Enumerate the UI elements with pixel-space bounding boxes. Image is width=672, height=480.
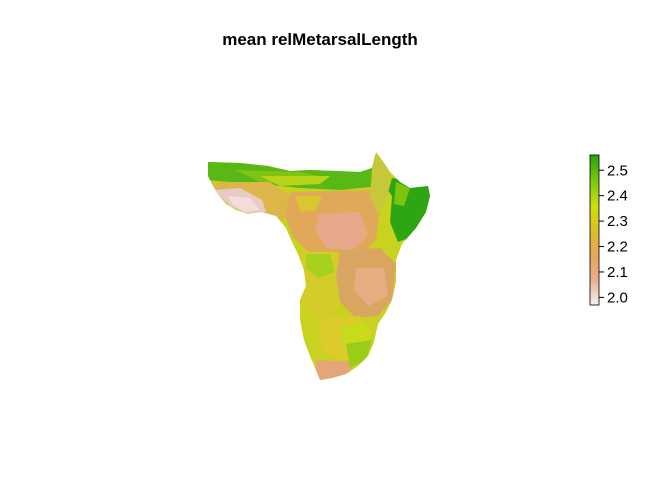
map-zone-southeast-green	[346, 340, 372, 368]
map-zone-south-east-low	[354, 268, 388, 306]
map-zone-west-lowest	[228, 196, 260, 212]
legend-tick-label: 2.1	[607, 264, 628, 281]
legend-tick-label: 2.2	[607, 239, 628, 256]
legend-color-bar	[589, 154, 600, 306]
plot-title: mean relMetarsalLength	[222, 30, 418, 49]
map-zone-central-low	[316, 212, 368, 250]
map-zone-central-yellow	[296, 196, 322, 212]
legend-ticks: 2.5 2.4 2.3 2.2 2.1 2.0	[599, 162, 628, 306]
map-zone-north-yellow	[260, 176, 330, 186]
legend-tick-label: 2.5	[607, 162, 628, 179]
legend-tick-label: 2.3	[607, 213, 628, 230]
map-zone-south-green	[306, 254, 334, 278]
legend-tick-label: 2.4	[607, 188, 628, 205]
map-zone-east-yellow	[370, 152, 392, 214]
map-zone-east-mid	[394, 182, 410, 206]
legend-tick-label: 2.0	[607, 289, 628, 306]
